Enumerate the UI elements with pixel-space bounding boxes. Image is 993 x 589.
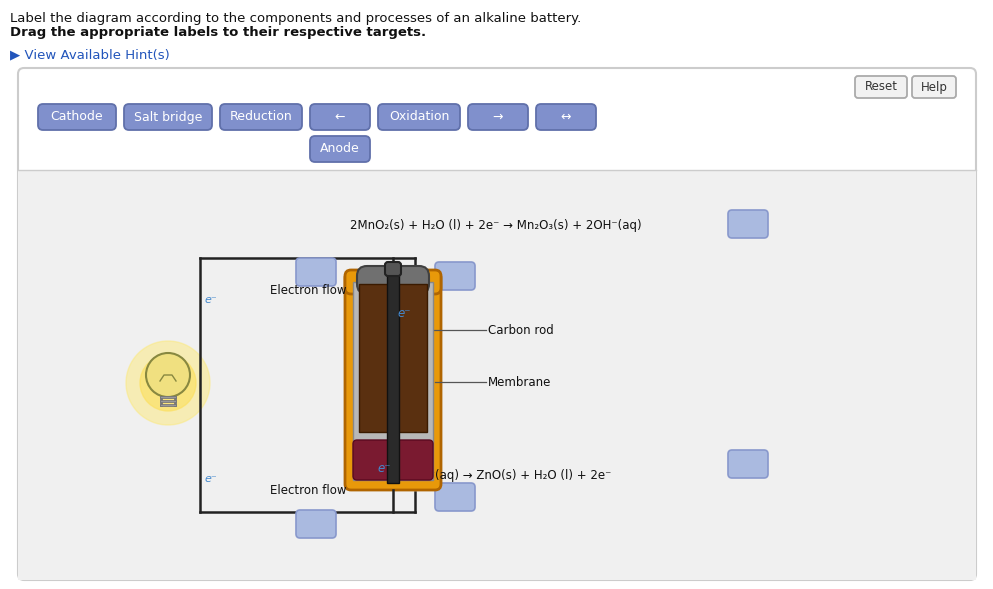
FancyBboxPatch shape <box>124 104 212 130</box>
Bar <box>387 270 399 483</box>
Text: ↔: ↔ <box>561 111 571 124</box>
FancyBboxPatch shape <box>536 104 596 130</box>
Text: Anode: Anode <box>320 143 359 155</box>
FancyBboxPatch shape <box>38 104 116 130</box>
FancyBboxPatch shape <box>728 210 768 238</box>
FancyBboxPatch shape <box>18 170 976 580</box>
FancyBboxPatch shape <box>435 262 475 290</box>
FancyBboxPatch shape <box>378 104 460 130</box>
Text: Help: Help <box>921 81 947 94</box>
FancyBboxPatch shape <box>353 440 433 480</box>
Text: Cathode: Cathode <box>51 111 103 124</box>
Text: Drag the appropriate labels to their respective targets.: Drag the appropriate labels to their res… <box>10 26 426 39</box>
Text: Oxidation: Oxidation <box>389 111 449 124</box>
Text: Label the diagram according to the components and processes of an alkaline batte: Label the diagram according to the compo… <box>10 12 581 25</box>
Bar <box>353 282 433 480</box>
FancyBboxPatch shape <box>296 258 336 286</box>
FancyBboxPatch shape <box>385 262 401 276</box>
Text: Reset: Reset <box>865 81 898 94</box>
FancyBboxPatch shape <box>220 104 302 130</box>
Text: e⁻: e⁻ <box>204 474 216 484</box>
Text: e⁻: e⁻ <box>377 462 390 475</box>
FancyBboxPatch shape <box>728 450 768 478</box>
Text: Electron flow: Electron flow <box>270 283 347 296</box>
Circle shape <box>126 341 210 425</box>
FancyBboxPatch shape <box>18 68 976 580</box>
FancyBboxPatch shape <box>468 104 528 130</box>
Text: →: → <box>493 111 503 124</box>
Text: Salt bridge: Salt bridge <box>134 111 203 124</box>
FancyBboxPatch shape <box>345 272 441 490</box>
FancyBboxPatch shape <box>855 76 907 98</box>
FancyBboxPatch shape <box>912 76 956 98</box>
FancyBboxPatch shape <box>310 104 370 130</box>
Bar <box>359 284 427 432</box>
Text: e⁻: e⁻ <box>204 295 216 305</box>
Text: Membrane: Membrane <box>488 376 551 389</box>
Text: Reduction: Reduction <box>229 111 292 124</box>
Text: Carbon rod: Carbon rod <box>488 323 554 336</box>
Text: e⁻: e⁻ <box>397 307 410 320</box>
FancyBboxPatch shape <box>357 266 429 294</box>
Text: ▶ View Available Hint(s): ▶ View Available Hint(s) <box>10 48 170 61</box>
FancyBboxPatch shape <box>345 270 441 294</box>
Text: 2MnO₂(s) + H₂O (l) + 2e⁻ → Mn₂O₃(s) + 2OH⁻(aq): 2MnO₂(s) + H₂O (l) + 2e⁻ → Mn₂O₃(s) + 2O… <box>350 219 641 231</box>
Text: Electron flow: Electron flow <box>270 484 347 497</box>
Text: Zn(s) + 2OH⁻(aq) → ZnO(s) + H₂O (l) + 2e⁻: Zn(s) + 2OH⁻(aq) → ZnO(s) + H₂O (l) + 2e… <box>355 469 612 482</box>
Text: ←: ← <box>335 111 346 124</box>
Circle shape <box>140 355 196 411</box>
FancyBboxPatch shape <box>435 483 475 511</box>
FancyBboxPatch shape <box>310 136 370 162</box>
Circle shape <box>146 353 190 397</box>
FancyBboxPatch shape <box>296 510 336 538</box>
